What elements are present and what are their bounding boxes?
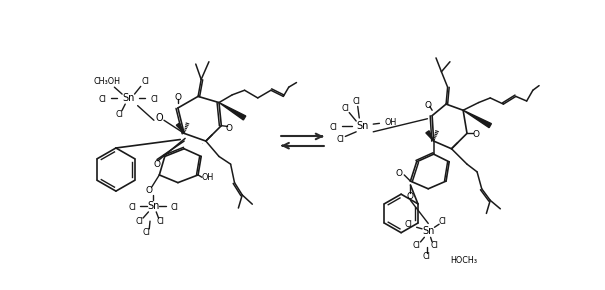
Text: Cl: Cl — [128, 203, 136, 212]
Text: HOCH₃: HOCH₃ — [450, 256, 477, 265]
Text: OH: OH — [201, 173, 214, 182]
Text: O: O — [407, 192, 414, 201]
Text: Cl: Cl — [423, 252, 431, 261]
Text: O: O — [226, 124, 232, 133]
Text: Cl: Cl — [136, 217, 143, 226]
Text: O: O — [146, 186, 152, 195]
Polygon shape — [463, 110, 491, 128]
Text: Cl: Cl — [330, 123, 338, 132]
Text: Cl: Cl — [99, 95, 106, 104]
Polygon shape — [426, 131, 434, 141]
Text: Cl: Cl — [352, 97, 360, 106]
Text: O: O — [396, 169, 403, 178]
Text: Cl: Cl — [337, 135, 345, 144]
Text: Cl: Cl — [142, 77, 149, 86]
Text: Cl: Cl — [143, 228, 151, 237]
Text: Cl: Cl — [157, 217, 165, 226]
Text: O: O — [154, 160, 160, 169]
Text: Cl: Cl — [150, 95, 158, 104]
Text: O: O — [155, 113, 163, 123]
Text: O: O — [425, 101, 432, 110]
Text: Cl: Cl — [438, 218, 446, 226]
Text: Sn: Sn — [356, 121, 368, 131]
Text: O: O — [472, 130, 479, 139]
Text: Cl: Cl — [413, 240, 420, 249]
Text: Sn: Sn — [422, 226, 434, 236]
Polygon shape — [176, 123, 184, 133]
Text: Cl: Cl — [405, 220, 413, 229]
Text: Sn: Sn — [122, 93, 134, 103]
Text: CH₃OH: CH₃OH — [93, 77, 120, 86]
Text: Sn: Sn — [147, 201, 159, 211]
Text: ·: · — [201, 142, 203, 146]
Text: Cl: Cl — [170, 203, 178, 212]
Text: Cl: Cl — [431, 240, 439, 249]
Text: Cl: Cl — [115, 110, 123, 119]
Text: Cl: Cl — [341, 104, 349, 113]
Polygon shape — [219, 103, 246, 120]
Text: O: O — [174, 93, 182, 102]
Text: OH: OH — [384, 118, 396, 127]
